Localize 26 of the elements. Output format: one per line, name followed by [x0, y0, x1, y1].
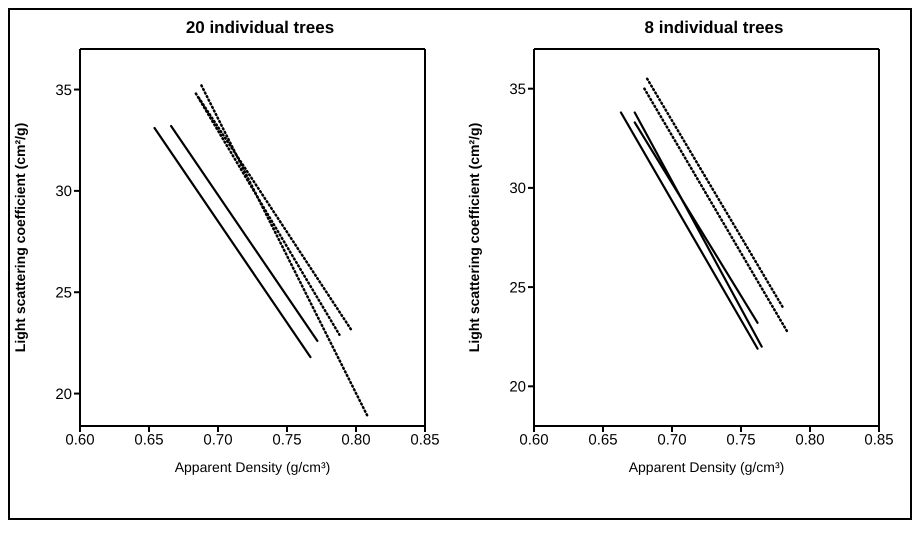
y-tick-label: 20	[55, 386, 72, 403]
y-axis-title: Light scattering coefficient (cm²/g)	[12, 122, 28, 352]
x-tick-label: 0.80	[341, 432, 371, 449]
y-tick-label: 35	[509, 81, 526, 98]
x-tick-label: 0.75	[272, 432, 302, 449]
x-axis-title: Apparent Density (g/cm³)	[174, 459, 330, 475]
x-tick-label: 0.60	[519, 432, 549, 449]
y-tick-label: 30	[509, 180, 526, 198]
x-tick-label: 0.60	[65, 432, 95, 449]
y-tick-label: 25	[55, 284, 72, 302]
x-tick-label: 0.80	[795, 432, 825, 449]
x-tick-label: 0.85	[410, 432, 440, 449]
x-tick-label: 0.70	[657, 432, 687, 449]
y-tick-label: 30	[55, 183, 72, 200]
y-tick-label: 35	[55, 82, 72, 99]
y-tick-label: 20	[509, 378, 526, 396]
x-axis-title: Apparent Density (g/cm³)	[628, 459, 784, 475]
y-axis-title: Light scattering coefficient (cm²/g)	[466, 122, 482, 352]
x-tick-label: 0.70	[203, 432, 233, 449]
x-tick-label: 0.85	[864, 432, 894, 449]
x-tick-label: 0.65	[588, 432, 618, 449]
x-tick-label: 0.75	[726, 432, 756, 449]
y-tick-label: 25	[509, 279, 526, 296]
chart-title: 20 individual trees	[184, 18, 336, 39]
x-tick-label: 0.65	[134, 432, 164, 449]
chart-title: 8 individual trees	[644, 18, 784, 39]
